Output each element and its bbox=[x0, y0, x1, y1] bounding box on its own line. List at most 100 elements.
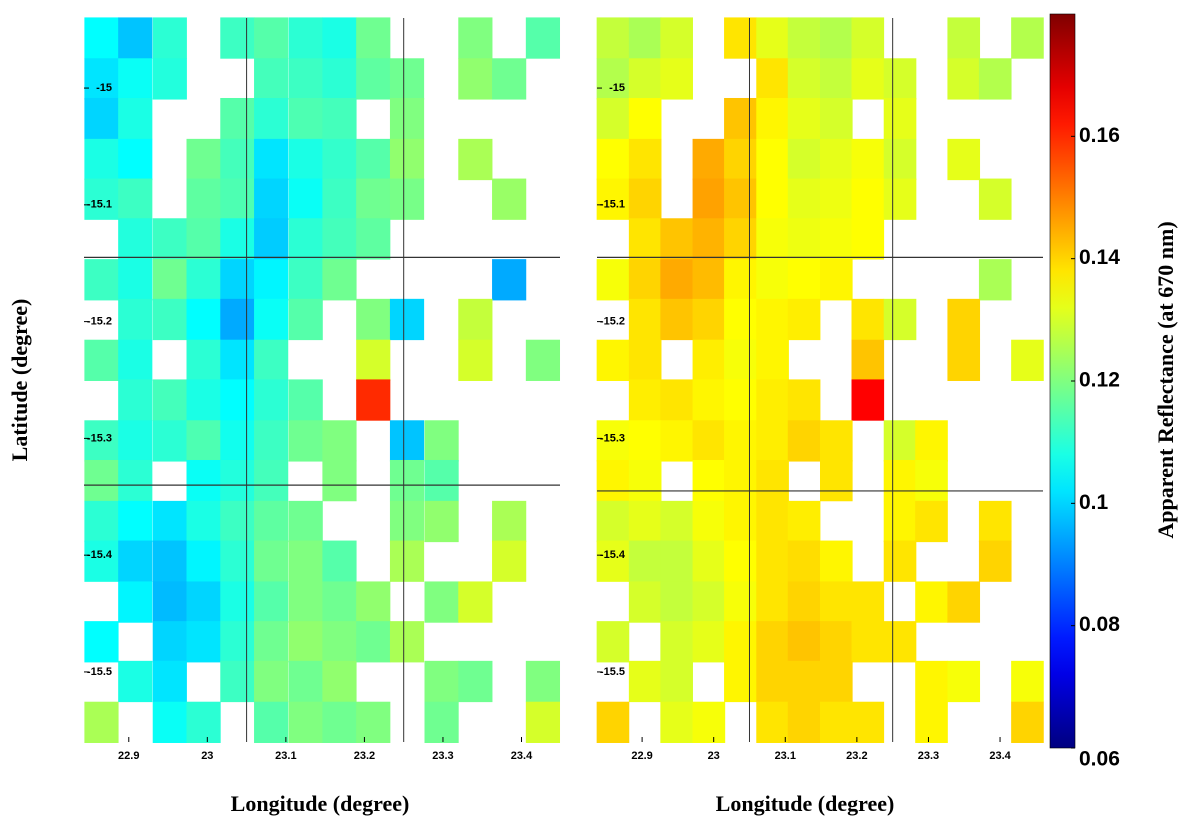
heatmap-cell bbox=[424, 500, 459, 543]
heatmap-cell bbox=[458, 581, 493, 623]
heatmap-cell bbox=[322, 218, 357, 260]
heatmap-cell bbox=[692, 500, 726, 543]
heatmap-cell bbox=[915, 500, 948, 543]
heatmap-cell bbox=[756, 581, 789, 623]
heatmap-cell bbox=[458, 339, 493, 381]
heatmap-cell bbox=[660, 298, 693, 341]
heatmap-cell bbox=[458, 298, 493, 341]
heatmap-cell bbox=[220, 218, 255, 260]
colorbar-tick-label: 0.12 bbox=[1079, 369, 1120, 392]
heatmap-cell bbox=[322, 701, 357, 743]
heatmap-cell bbox=[322, 420, 357, 462]
heatmap-cell bbox=[756, 58, 789, 100]
heatmap-cell bbox=[220, 660, 255, 703]
heatmap-cell bbox=[118, 540, 153, 582]
heatmap-cell bbox=[492, 540, 527, 582]
heatmap-cell bbox=[118, 660, 153, 703]
heatmap-cell bbox=[118, 58, 153, 100]
heatmap-cell bbox=[152, 420, 187, 462]
heatmap-cell bbox=[492, 58, 527, 100]
heatmap-cell bbox=[724, 621, 757, 663]
heatmap-cell bbox=[628, 420, 662, 462]
heatmap-cell bbox=[660, 259, 693, 301]
heatmap-cell bbox=[356, 138, 391, 181]
heatmap-cell bbox=[424, 420, 459, 462]
heatmap-cell bbox=[186, 138, 221, 181]
heatmap-cell bbox=[186, 459, 221, 502]
heatmap-cell bbox=[288, 581, 323, 623]
y-tick-label: -15.2 bbox=[600, 316, 625, 328]
heatmap-cell bbox=[787, 298, 821, 341]
heatmap-cell bbox=[628, 660, 662, 703]
heatmap-cell bbox=[84, 339, 119, 381]
heatmap-cell bbox=[288, 17, 323, 59]
heatmap-cell bbox=[322, 138, 357, 181]
heatmap-cell bbox=[186, 581, 221, 623]
heatmap-cell bbox=[820, 17, 853, 59]
heatmap-cell bbox=[883, 459, 917, 502]
heatmap-cell bbox=[118, 581, 153, 623]
heatmap-cell bbox=[851, 701, 885, 743]
heatmap-cell bbox=[596, 178, 630, 220]
heatmap-cell bbox=[787, 218, 821, 260]
heatmap-cell bbox=[424, 581, 459, 623]
x-tick-label: 23.2 bbox=[846, 750, 867, 762]
x-tick-label: 22.9 bbox=[631, 750, 652, 762]
heatmap-cell bbox=[254, 17, 289, 59]
heatmap-cell bbox=[724, 97, 757, 140]
heatmap-cell bbox=[458, 17, 493, 59]
heatmap-cell bbox=[660, 218, 693, 260]
heatmap-cell bbox=[152, 500, 187, 543]
heatmap-cell bbox=[947, 58, 981, 100]
heatmap-cell bbox=[389, 298, 425, 341]
heatmap-cell bbox=[84, 420, 119, 462]
colorbar-tick-label: 0.14 bbox=[1079, 246, 1120, 269]
heatmap-cell bbox=[692, 420, 726, 462]
heatmap-cell bbox=[724, 17, 757, 59]
heatmap-cell bbox=[254, 379, 289, 421]
heatmap-cell bbox=[787, 97, 821, 140]
heatmap-cell bbox=[787, 259, 821, 301]
heatmap-cell bbox=[84, 58, 119, 100]
heatmap-cell bbox=[118, 138, 153, 181]
heatmap-cell bbox=[389, 621, 425, 663]
heatmap-cell bbox=[152, 298, 187, 341]
heatmap-cell bbox=[84, 701, 119, 743]
heatmap-cell bbox=[525, 660, 561, 703]
heatmap-cell bbox=[525, 701, 561, 743]
heatmap-cell bbox=[254, 660, 289, 703]
heatmap-cell bbox=[628, 97, 662, 140]
heatmap-cell bbox=[692, 218, 726, 260]
heatmap-cell bbox=[596, 138, 630, 181]
heatmap-cell bbox=[84, 97, 119, 140]
heatmap-cell bbox=[947, 581, 981, 623]
heatmap-cell bbox=[628, 298, 662, 341]
heatmap-cell bbox=[220, 339, 255, 381]
heatmap-cell bbox=[254, 420, 289, 462]
heatmap-cell bbox=[356, 58, 391, 100]
x-axis-label: Longitude (degree) bbox=[231, 791, 410, 816]
heatmap-cell bbox=[724, 660, 757, 703]
heatmap-cell bbox=[820, 218, 853, 260]
heatmap-cell bbox=[152, 218, 187, 260]
heatmap-cell bbox=[220, 621, 255, 663]
heatmap-cell bbox=[322, 259, 357, 301]
colorbar-tick-label: 0.06 bbox=[1079, 748, 1120, 771]
heatmap-cell bbox=[692, 259, 726, 301]
heatmap-cell bbox=[288, 621, 323, 663]
heatmap-cell bbox=[596, 339, 630, 381]
heatmap-cell bbox=[724, 540, 757, 582]
heatmap-cell bbox=[220, 97, 255, 140]
heatmap-cell bbox=[756, 540, 789, 582]
heatmap-cell bbox=[118, 420, 153, 462]
heatmap-cell bbox=[596, 540, 630, 582]
heatmap-cell bbox=[152, 259, 187, 301]
heatmap-cell bbox=[220, 138, 255, 181]
heatmap-cell bbox=[947, 138, 981, 181]
heatmap-cell bbox=[118, 97, 153, 140]
heatmap-cell bbox=[883, 500, 917, 543]
heatmap-cell bbox=[851, 581, 885, 623]
heatmap-cell bbox=[596, 259, 630, 301]
heatmap-cell bbox=[322, 581, 357, 623]
heatmap-cell bbox=[288, 379, 323, 421]
